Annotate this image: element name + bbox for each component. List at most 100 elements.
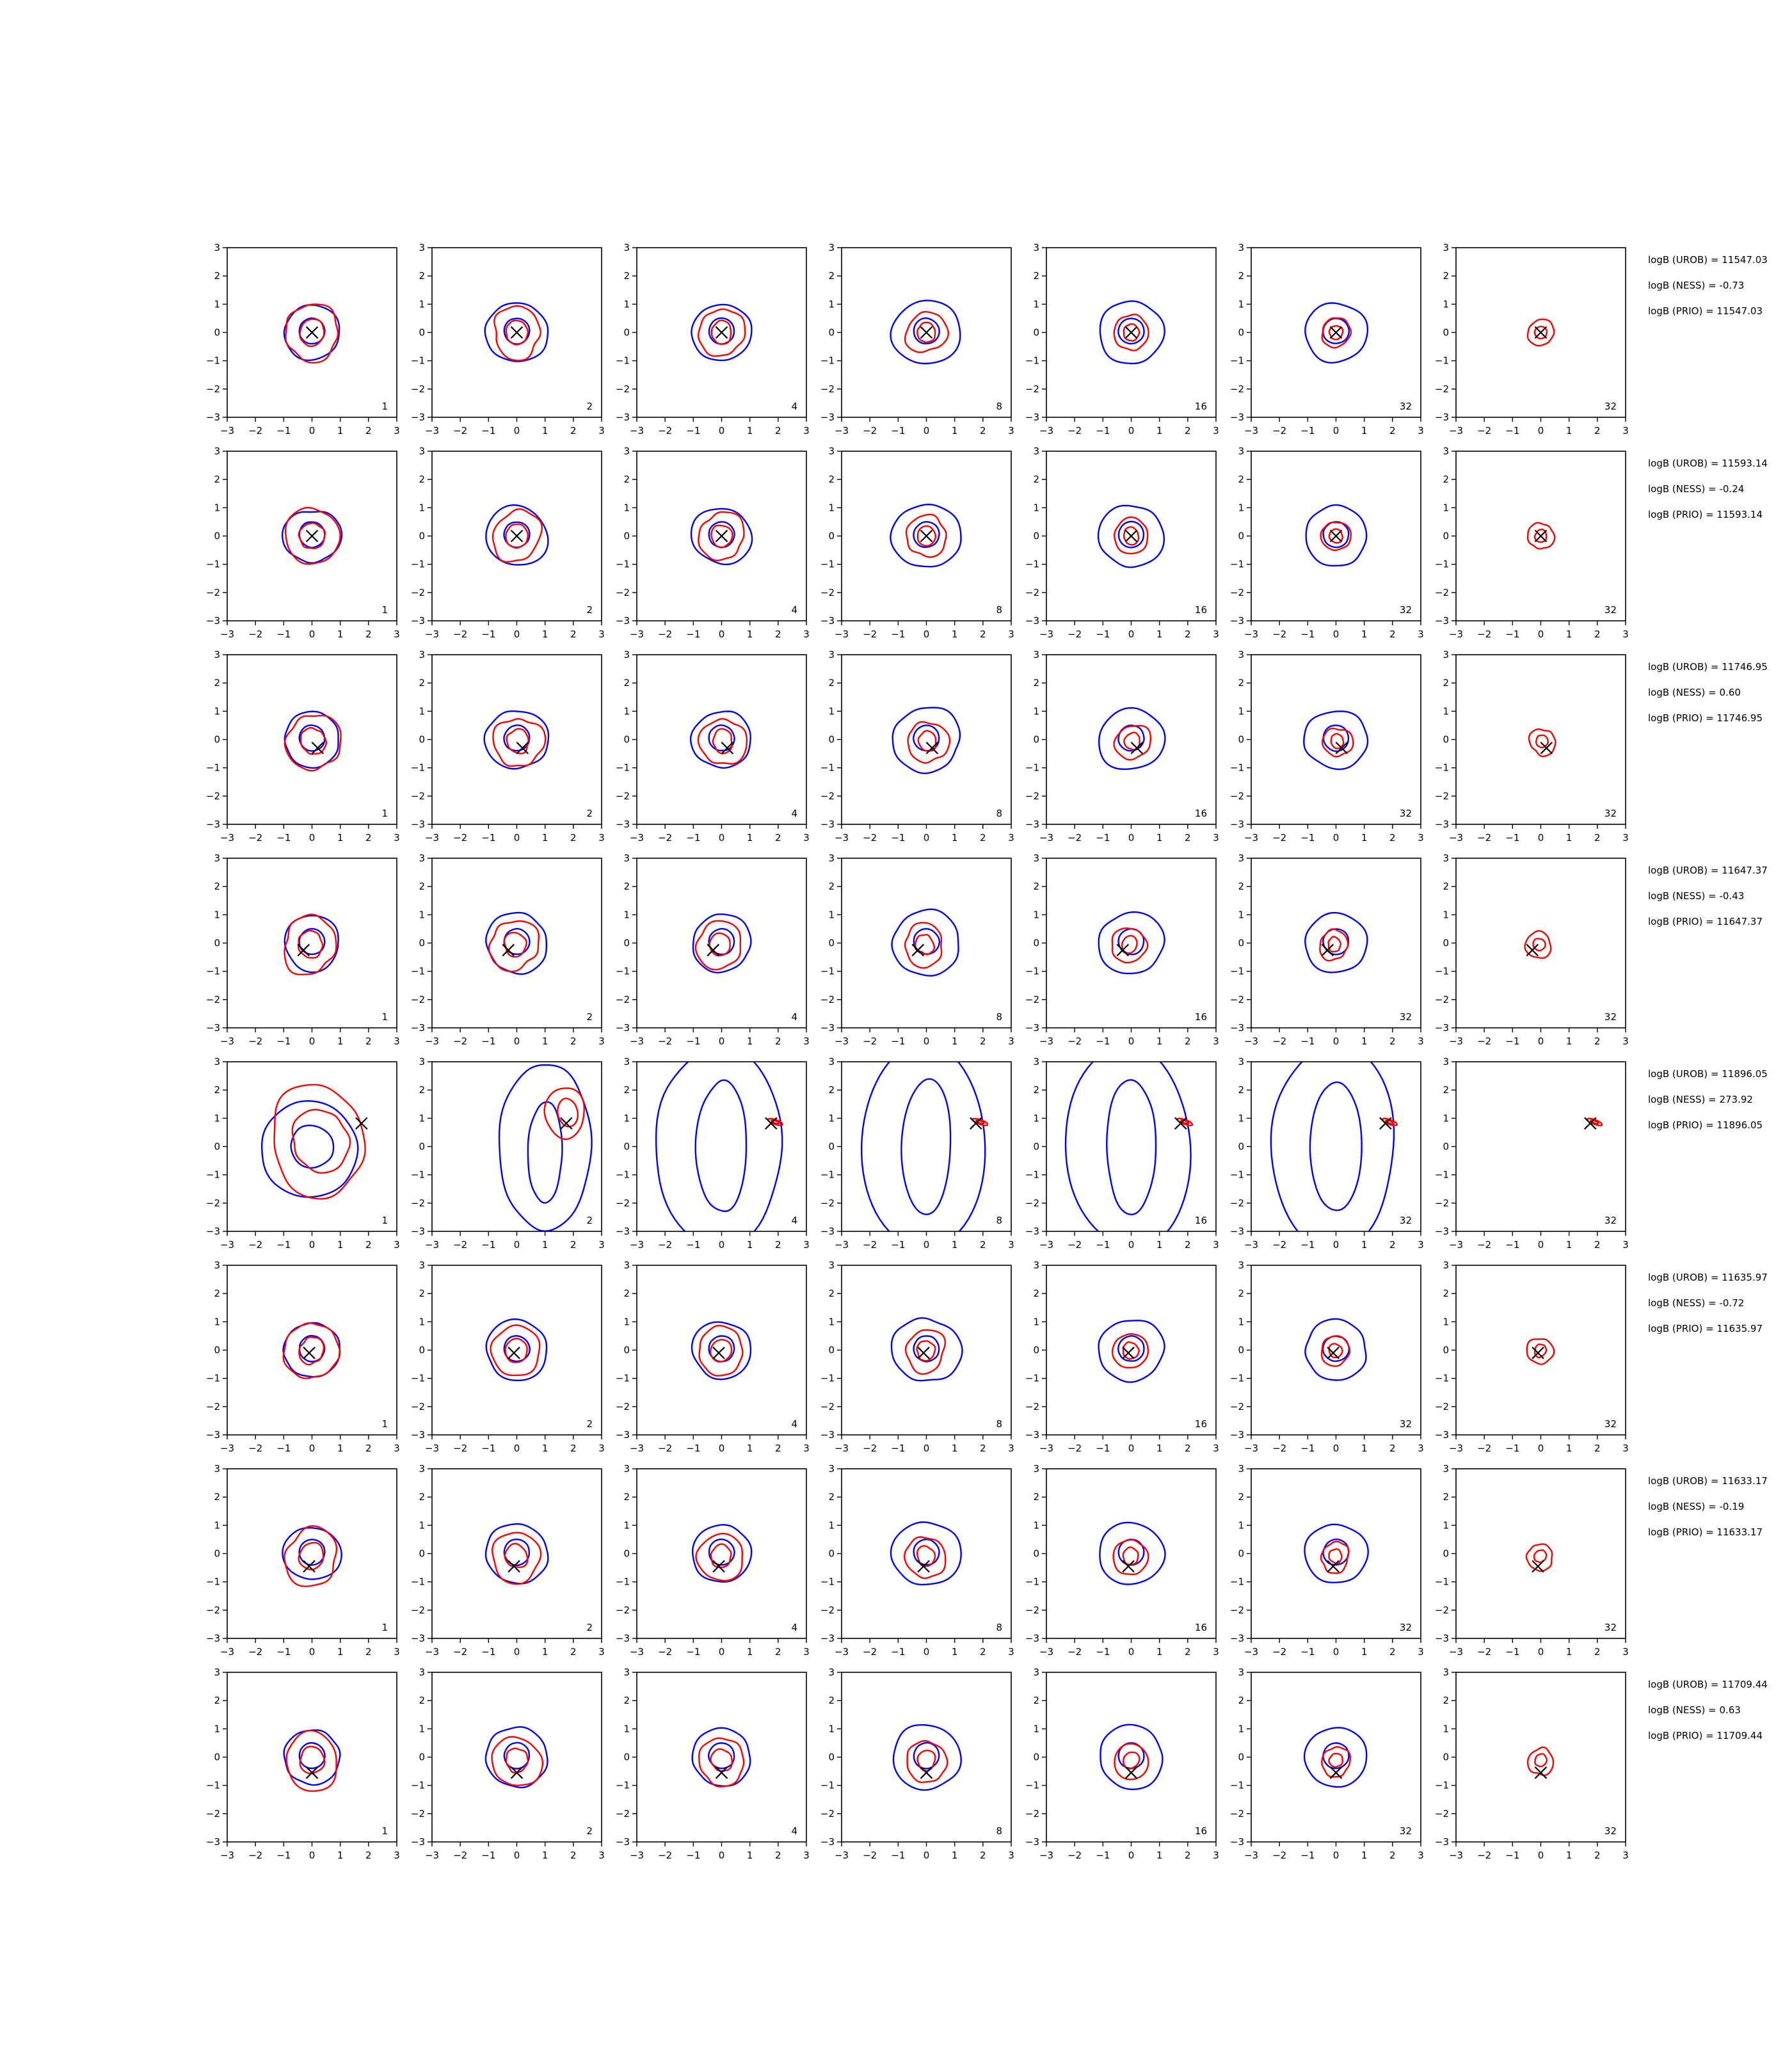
x-tick-label: −1 [1096, 425, 1110, 436]
red-contour [904, 922, 943, 969]
x-tick-label: 1 [747, 1239, 753, 1251]
y-tick-label: 1 [623, 1316, 630, 1327]
y-tick-label: −1 [1435, 1373, 1449, 1384]
y-tick-label: −2 [1025, 994, 1039, 1005]
x-tick-label: 1 [1156, 1239, 1163, 1251]
x-tick-label: 3 [394, 425, 400, 436]
x-tick-label: 1 [747, 1443, 753, 1454]
red-contour [1113, 724, 1151, 761]
panel-r5-c7: −3 −2 −1 0 1 2 3 −3 −2 −1 0 1 2 3 32 [1435, 1056, 1629, 1251]
y-tick-label: −2 [616, 1808, 630, 1820]
x-tick-label: 3 [803, 1239, 810, 1251]
y-tick-label: 3 [623, 649, 630, 660]
axes-frame [1455, 1468, 1626, 1639]
true-value-marker [1534, 1766, 1548, 1779]
x-tick-label: 1 [952, 1646, 958, 1658]
y-tick-label: −2 [1230, 1808, 1244, 1820]
x-tick-label: −3 [835, 1646, 849, 1658]
y-tick-label: 3 [828, 242, 835, 253]
y-tick-label: 1 [1443, 1723, 1449, 1734]
y-tick-label: 1 [214, 909, 220, 920]
x-tick-label: 3 [1213, 1850, 1219, 1861]
y-tick-label: −1 [1435, 355, 1449, 367]
red-contour [1111, 927, 1149, 964]
red-contour [1525, 1543, 1553, 1572]
y-tick-label: −3 [1230, 1226, 1244, 1237]
y-tick-label: 3 [1443, 1056, 1449, 1068]
y-tick-label: −2 [206, 994, 220, 1005]
red-contour [1533, 1549, 1548, 1564]
y-tick-label: 0 [1238, 1345, 1244, 1356]
y-tick-label: 0 [214, 938, 220, 949]
true-value-marker [1379, 1117, 1392, 1130]
true-value-marker [1584, 1117, 1597, 1130]
panel-iteration-label: 1 [381, 1825, 388, 1837]
x-tick-label: 2 [980, 1443, 986, 1454]
y-tick-label: 3 [1238, 445, 1244, 457]
red-contour [298, 522, 326, 550]
y-tick-label: 3 [214, 1260, 220, 1271]
y-tick-label: −3 [820, 412, 835, 423]
panel-iteration-label: 1 [381, 1215, 388, 1226]
red-contour [1534, 1753, 1548, 1768]
axes-frame [1251, 654, 1421, 825]
x-tick-label: −3 [1244, 1036, 1258, 1047]
blue-contour [689, 710, 751, 769]
x-tick-label: 0 [1128, 1239, 1135, 1251]
x-tick-label: −3 [835, 425, 849, 436]
true-value-marker [1174, 1117, 1187, 1130]
y-tick-label: 2 [214, 1491, 220, 1503]
y-tick-label: 3 [1238, 852, 1244, 864]
y-tick-label: −2 [1435, 587, 1449, 598]
x-tick-label: −1 [481, 1036, 495, 1047]
y-tick-label: −3 [820, 1226, 835, 1237]
y-tick-label: 3 [419, 1463, 425, 1475]
y-tick-label: −3 [1230, 1429, 1244, 1441]
y-tick-label: −1 [616, 1373, 630, 1384]
red-contour [1328, 1343, 1343, 1359]
x-tick-label: −1 [891, 1443, 905, 1454]
true-value-marker [305, 1766, 319, 1779]
panel-r8-c1: −3 −2 −1 0 1 2 3 −3 −2 −1 0 1 2 3 1 [206, 1667, 400, 1861]
x-tick-label: −1 [891, 1239, 905, 1251]
x-tick-label: 3 [1008, 425, 1014, 436]
blue-contour [655, 1062, 783, 1231]
x-tick-label: 3 [1622, 832, 1629, 844]
axes-frame [841, 654, 1012, 825]
y-tick-label: −1 [616, 355, 630, 367]
x-tick-label: 2 [1389, 1443, 1396, 1454]
red-contour [492, 717, 547, 767]
y-tick-label: 3 [828, 649, 835, 660]
panel-r8-c4: −3 −2 −1 0 1 2 3 −3 −2 −1 0 1 2 3 8 [820, 1667, 1014, 1861]
red-contour [1330, 733, 1345, 749]
y-tick-label: 3 [828, 1056, 835, 1068]
y-tick-label: −3 [1025, 1226, 1039, 1237]
true-value-marker [516, 741, 529, 755]
red-contour [1526, 318, 1555, 347]
x-tick-label: 0 [924, 1850, 930, 1861]
x-tick-label: −1 [1300, 1239, 1315, 1251]
blue-contour [284, 710, 339, 769]
true-value-marker [1540, 741, 1553, 755]
x-tick-label: 3 [1418, 1239, 1424, 1251]
x-tick-label: 2 [980, 628, 986, 640]
y-tick-label: −2 [1025, 383, 1039, 395]
x-tick-label: −2 [1272, 1036, 1286, 1047]
true-value-marker [1122, 1347, 1135, 1359]
red-contour [504, 1542, 529, 1568]
x-tick-label: −2 [453, 1443, 467, 1454]
y-tick-label: −3 [616, 1836, 630, 1848]
y-tick-label: 0 [1238, 1752, 1244, 1763]
x-tick-label: 2 [570, 1036, 577, 1047]
y-tick-label: −3 [411, 1836, 425, 1848]
x-tick-label: 2 [365, 1036, 372, 1047]
x-tick-label: 3 [1622, 1036, 1629, 1047]
x-tick-label: −2 [248, 1036, 262, 1047]
blue-contour [1098, 1320, 1165, 1383]
red-contour [1320, 521, 1352, 552]
y-tick-label: 1 [419, 1519, 425, 1531]
y-tick-label: 2 [214, 881, 220, 892]
x-tick-label: 0 [309, 425, 316, 436]
y-tick-label: −1 [820, 1576, 835, 1588]
